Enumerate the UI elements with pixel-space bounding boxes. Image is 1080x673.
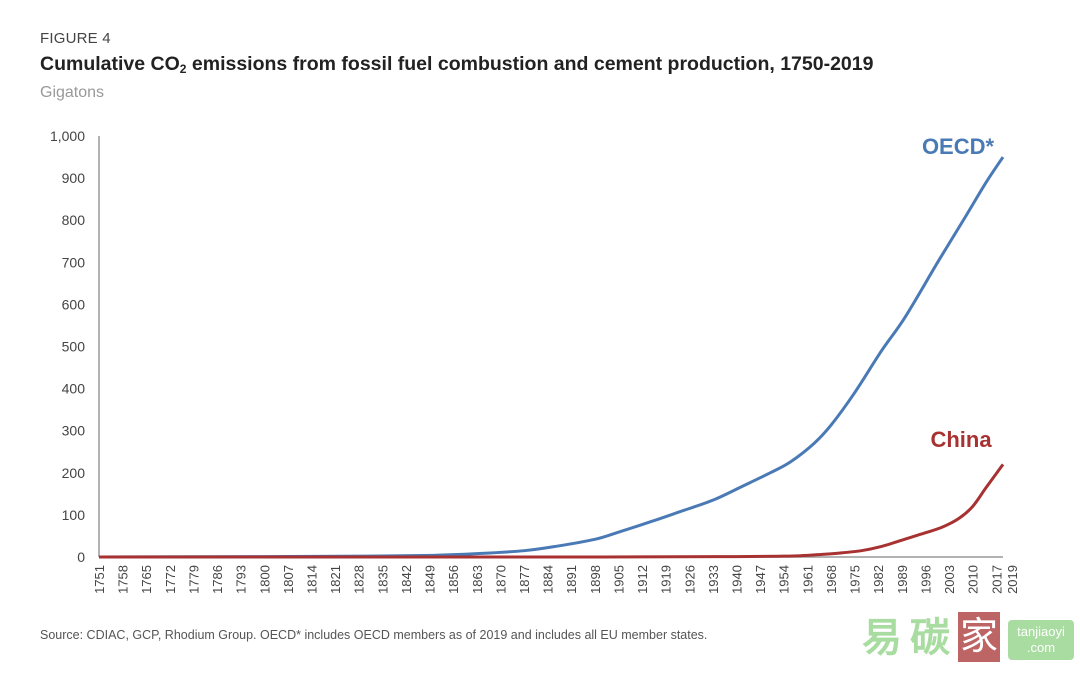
x-tick-label: 1779: [186, 565, 201, 594]
chart-title: Cumulative CO2 emissions from fossil fue…: [40, 53, 873, 76]
x-tick-label: 1835: [375, 565, 390, 594]
x-tick-label: 1807: [281, 565, 296, 594]
x-tick-label: 1961: [800, 565, 815, 594]
x-tick-label: 1772: [163, 565, 178, 594]
x-tick-label: 1898: [588, 565, 603, 594]
watermark-char-3: 家: [958, 612, 1000, 662]
y-tick-label: 0: [77, 549, 85, 565]
x-tick-label: 1793: [234, 565, 249, 594]
x-tick-label: 1891: [564, 565, 579, 594]
x-tick-label: 1751: [92, 565, 107, 594]
x-tick-label: 1765: [139, 565, 154, 594]
watermark-domain-name: tanjiaoyi: [1017, 624, 1065, 639]
title-suffix: emissions from fossil fuel combustion an…: [186, 53, 874, 75]
x-tick-label: 1954: [777, 565, 792, 594]
x-tick-label: 1870: [493, 565, 508, 594]
x-tick-label: 1800: [257, 565, 272, 594]
watermark-logo: 易 碳 家 tanjiaoyi .com: [862, 610, 1077, 666]
x-tick-label: 1758: [116, 565, 131, 594]
x-tick-label: 1975: [848, 565, 863, 594]
x-tick-label: 1849: [423, 565, 438, 594]
y-tick-label: 600: [62, 296, 86, 312]
x-tick-label: 1982: [871, 565, 886, 594]
x-tick-label: 1947: [753, 565, 768, 594]
series-label-china: China: [930, 427, 992, 452]
y-tick-label: 400: [62, 381, 86, 397]
x-tick-label: 1926: [682, 565, 697, 594]
x-tick-label: 1856: [446, 565, 461, 594]
x-tick-label: 1821: [328, 565, 343, 594]
y-tick-label: 800: [62, 212, 86, 228]
x-tick-label: 2003: [942, 565, 957, 594]
title-prefix: Cumulative CO: [40, 53, 180, 75]
y-tick-label: 300: [62, 423, 86, 439]
x-tick-label: 1996: [918, 565, 933, 594]
x-tick-label: 1919: [659, 565, 674, 594]
watermark-domain-tld: .com: [1026, 640, 1056, 655]
x-tick-label: 2017: [989, 565, 1004, 594]
x-tick-label: 1842: [399, 565, 414, 594]
x-tick-label: 1884: [541, 565, 556, 594]
title-subscript: 2: [179, 62, 187, 76]
x-tick-label: 1905: [611, 565, 626, 594]
x-tick-label: 1863: [470, 565, 485, 594]
x-tick-label: 1968: [824, 565, 839, 594]
x-tick-label: 2010: [966, 565, 981, 594]
watermark-char-2: 碳: [910, 616, 950, 660]
y-tick-label: 100: [62, 507, 86, 523]
y-tick-label: 500: [62, 339, 86, 355]
series-line-oecd: [98, 156, 1005, 559]
series-label-oecd: OECD*: [922, 134, 995, 159]
x-tick-label: 1940: [730, 565, 745, 594]
y-tick-label: 900: [62, 170, 86, 186]
x-tick-label: 1933: [706, 565, 721, 594]
y-tick-label: 1,000: [50, 128, 85, 144]
x-tick-label: 1877: [517, 565, 532, 594]
x-tick-label: 1989: [895, 565, 910, 594]
watermark-char-1: 易: [862, 616, 902, 660]
watermark-domain: tanjiaoyi .com: [1008, 620, 1074, 660]
x-tick-label: 1814: [305, 565, 320, 594]
source-note: Source: CDIAC, GCP, Rhodium Group. OECD*…: [40, 628, 708, 642]
x-tick-label: 1912: [635, 565, 650, 594]
y-tick-label: 200: [62, 465, 86, 481]
figure-label: FIGURE 4: [40, 30, 111, 47]
y-tick-label: 700: [62, 254, 86, 270]
x-tick-label: 1828: [352, 565, 367, 594]
series-line-china: [98, 463, 1005, 559]
x-tick-label: 1786: [210, 565, 225, 594]
chart-subtitle: Gigatons: [40, 84, 105, 101]
x-tick-label: 2019: [1005, 565, 1020, 594]
